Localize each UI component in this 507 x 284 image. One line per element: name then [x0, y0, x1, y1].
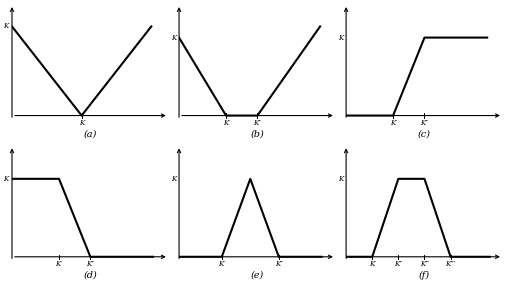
- Text: K″: K″: [86, 260, 94, 268]
- Text: K″: K″: [275, 260, 283, 268]
- Text: K: K: [79, 119, 84, 127]
- Text: K: K: [338, 175, 344, 183]
- Text: K‴′: K‴′: [445, 260, 456, 268]
- Text: K: K: [171, 34, 176, 41]
- Text: K′: K′: [223, 119, 230, 127]
- X-axis label: (e): (e): [251, 271, 264, 280]
- Text: K: K: [338, 34, 343, 41]
- X-axis label: (f): (f): [419, 271, 430, 280]
- Text: K″: K″: [254, 119, 261, 127]
- Text: K″: K″: [420, 119, 428, 127]
- X-axis label: (c): (c): [418, 130, 431, 139]
- Text: K′: K′: [219, 260, 225, 268]
- Text: K′: K′: [369, 260, 376, 268]
- X-axis label: (b): (b): [250, 130, 264, 139]
- X-axis label: (a): (a): [84, 130, 97, 139]
- Text: K″: K″: [394, 260, 402, 268]
- X-axis label: (d): (d): [84, 271, 97, 280]
- Text: K: K: [171, 175, 176, 183]
- Text: K′: K′: [56, 260, 62, 268]
- Text: K′: K′: [390, 119, 396, 127]
- Text: K: K: [3, 22, 9, 30]
- Text: K‴: K‴: [420, 260, 429, 268]
- Text: K: K: [4, 175, 9, 183]
